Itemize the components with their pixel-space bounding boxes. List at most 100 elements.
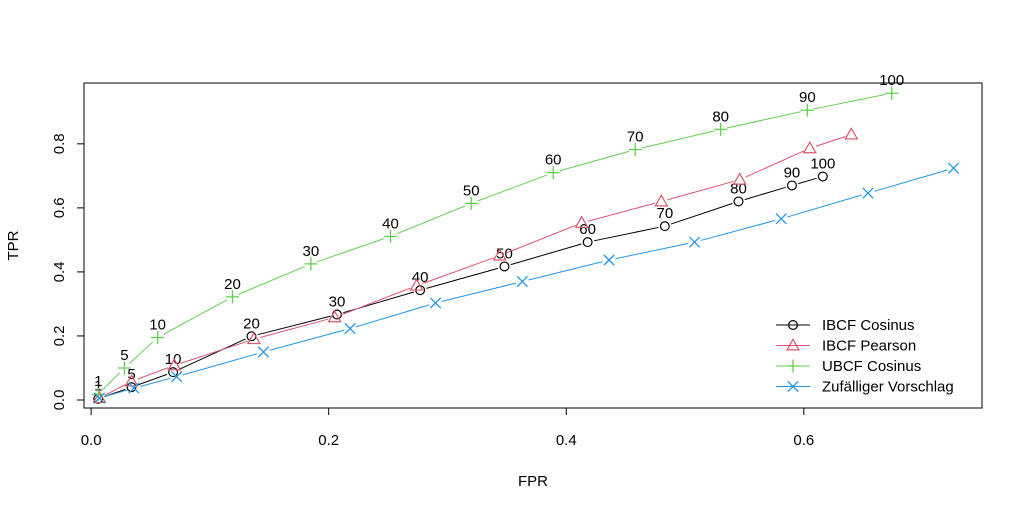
data-label: 60 (579, 221, 596, 238)
data-label: 50 (463, 182, 480, 199)
series-line-segment (528, 261, 603, 281)
series-line-segment (726, 111, 802, 129)
data-label: 100 (879, 72, 904, 89)
data-point (802, 140, 817, 154)
data-point (170, 370, 183, 383)
x-tick-label: 0.2 (318, 432, 339, 449)
data-point (492, 248, 507, 261)
data-label: 30 (329, 294, 346, 311)
data-point (168, 367, 179, 378)
x-tick-label: 0.0 (81, 432, 102, 449)
data-label: 90 (784, 164, 801, 181)
data-point (516, 275, 528, 288)
data-label: 30 (303, 243, 320, 260)
data-point (862, 187, 874, 199)
legend-label: IBCF Cosinus (822, 317, 915, 334)
series-line-segment (396, 205, 466, 235)
series-line-segment (163, 299, 228, 335)
series-line-segment (340, 287, 411, 316)
series-line-segment (178, 338, 246, 370)
data-point (257, 346, 270, 358)
data-point (603, 254, 615, 266)
legend-label: Zufälliger Vorschlag (822, 379, 954, 396)
x-tick-label: 0.4 (556, 432, 577, 449)
data-point (582, 237, 593, 248)
legend-item: Zufälliger Vorschlag (776, 379, 954, 396)
y-tick-label: 0.0 (51, 390, 68, 411)
legend-marker (787, 380, 799, 393)
data-label: 40 (382, 215, 399, 232)
data-point (654, 194, 669, 207)
data-point (93, 392, 106, 404)
data-label: 100 (810, 155, 835, 172)
series-line-segment (813, 94, 886, 110)
data-point (128, 382, 140, 394)
data-point (574, 215, 589, 228)
data-label: 70 (657, 205, 674, 222)
series-ubcf-cosinus: 1 5 10 20 30 40 50 60 70 80 90 100 (91, 72, 904, 401)
series-line-segment (269, 329, 344, 351)
data-point (786, 180, 797, 191)
data-point (659, 221, 670, 232)
legend-marker (787, 320, 798, 331)
data-point (246, 331, 261, 345)
series-zuf-lliger-vorschlag (93, 162, 960, 404)
data-point (499, 261, 510, 272)
series-line-segment (477, 174, 548, 202)
data-label: 5 (120, 347, 128, 364)
data-label: 1 (94, 378, 102, 395)
data-point (775, 213, 787, 225)
data-point (464, 196, 478, 210)
legend-marker (785, 338, 801, 351)
x-axis: 0.0 0.2 0.4 0.6 (81, 407, 814, 449)
data-label: 90 (799, 89, 816, 106)
series-line-segment (260, 318, 329, 338)
series-line-segment (510, 243, 582, 266)
series-line-segment (441, 282, 517, 302)
series-line-segment (587, 202, 656, 222)
series-line-segment (128, 341, 154, 364)
data-label: 40 (412, 269, 429, 286)
series-line-segment (787, 194, 862, 218)
x-tick-label: 0.6 (793, 432, 814, 449)
legend-item: UBCF Cosinus (776, 358, 921, 375)
x-axis-title: FPR (518, 473, 548, 490)
series-line-segment (426, 267, 499, 289)
legend-label: UBCF Cosinus (822, 358, 921, 375)
data-point (947, 162, 960, 174)
data-point (732, 172, 747, 185)
legend-item: IBCF Pearson (776, 338, 916, 355)
data-point (117, 361, 131, 375)
data-point (304, 257, 318, 271)
series-line-segment (874, 169, 948, 192)
data-point (714, 122, 728, 136)
data-point (383, 229, 397, 243)
data-label: 20 (224, 276, 241, 293)
series-line-segment (615, 242, 689, 260)
series-line-segment (137, 373, 168, 386)
series-line-segment (238, 265, 306, 295)
data-point (688, 236, 701, 248)
series-line-segment (700, 219, 776, 241)
series-line-segment (744, 186, 786, 201)
legend: IBCF Cosinus IBCF Pearson UBCF Cosinus Zufä… (776, 317, 954, 396)
legend-label: IBCF Pearson (822, 338, 916, 355)
series-line-segment (593, 226, 659, 242)
data-point (885, 86, 899, 100)
series-line-segment (422, 257, 494, 284)
series-line-segment (641, 130, 715, 149)
data-point (800, 103, 814, 117)
data-point (327, 309, 342, 323)
data-label: 10 (165, 351, 182, 368)
series-line-segment (745, 150, 805, 178)
data-point (167, 357, 182, 371)
series-line-segment (356, 304, 430, 328)
data-point (225, 290, 239, 304)
data-point (628, 143, 642, 157)
data-point (92, 390, 107, 404)
legend-item: IBCF Cosinus (776, 317, 915, 334)
data-label: 20 (243, 315, 260, 332)
series-line-segment (670, 203, 733, 225)
series-line-segment (104, 383, 126, 396)
